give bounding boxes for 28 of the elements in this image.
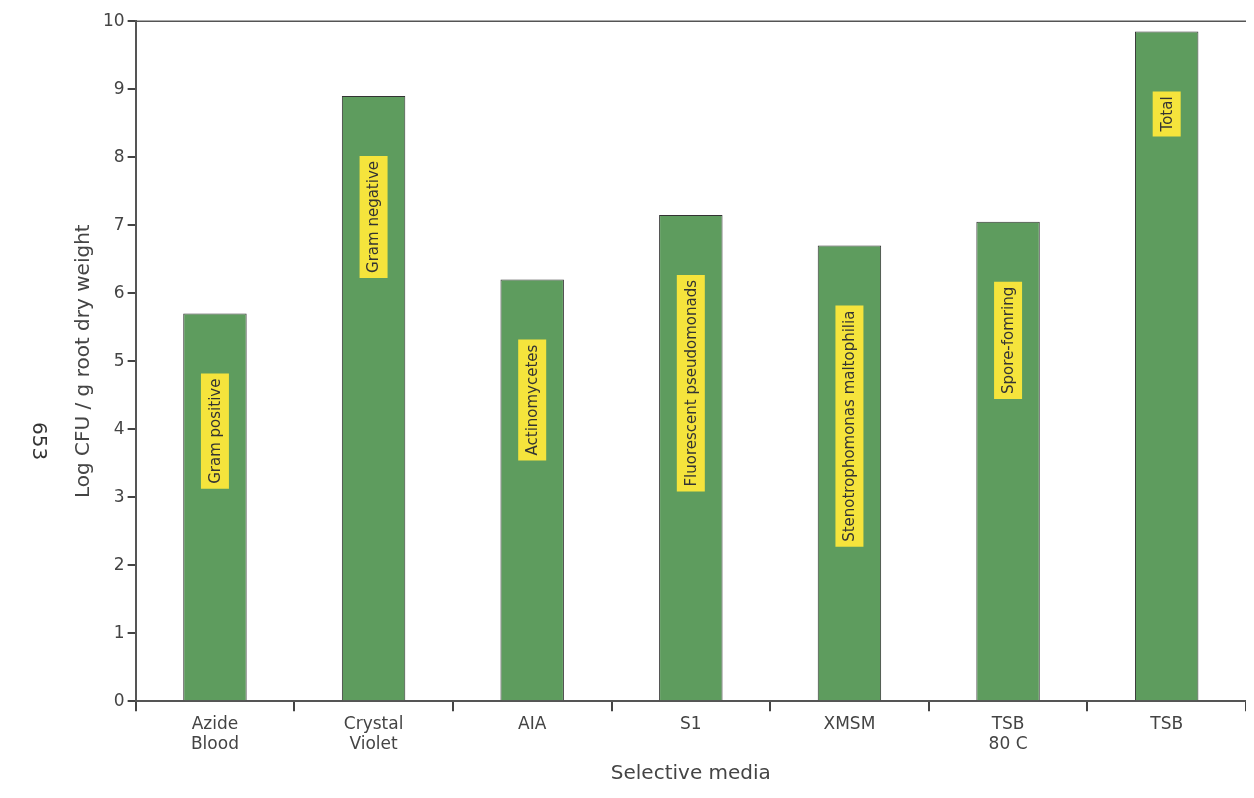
y-tick-label: 2 (113, 553, 125, 574)
x-tick-label: TSB 80 C (988, 712, 1028, 754)
y-tick-label: 7 (113, 213, 125, 234)
x-axis-title: Selective media (610, 760, 771, 785)
x-tick-label: S1 (680, 712, 702, 733)
annotation: Gram positive (205, 378, 224, 484)
annotation: Stenotrophomonas maltophilia (840, 310, 859, 542)
y-tick-label: 3 (113, 485, 125, 506)
y-axis-title: Log CFU / g root dry weight (70, 224, 95, 499)
annotation: Gram negative (364, 161, 383, 273)
y-tick-label: 8 (113, 145, 125, 166)
annotation: Spore-fomring (998, 286, 1017, 394)
y-tick-label: 1 (113, 621, 125, 642)
annotation: Actinomycetes (523, 344, 542, 456)
x-tick-label: Crystal Violet (343, 712, 404, 754)
y-tick-label: 0 (113, 689, 125, 710)
annotation: Total (1157, 96, 1176, 133)
y-tick-label: 4 (113, 417, 125, 438)
y-tick-label: 10 (102, 9, 125, 30)
text: 653 (27, 422, 52, 461)
y-tick-label: 5 (113, 349, 125, 370)
y-tick-label: 6 (113, 281, 125, 302)
x-tick-label: TSB (1149, 712, 1184, 733)
x-tick-label: Azide Blood (190, 712, 239, 754)
y-tick-label: 9 (113, 77, 125, 98)
annotation: Fluorescent pseudomonads (681, 279, 700, 487)
x-tick-label: AIA (518, 712, 547, 733)
x-tick-label: XMSM (823, 712, 876, 733)
